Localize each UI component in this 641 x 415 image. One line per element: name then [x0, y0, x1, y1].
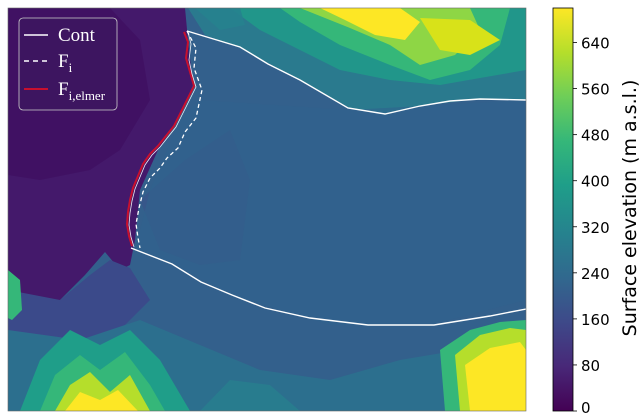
colorbar-tick-label: 80 — [581, 357, 600, 375]
colorbar-tick-label: 560 — [581, 81, 610, 99]
colorbar-gradient — [552, 7, 574, 412]
colorbar-tick-label: 240 — [581, 265, 610, 283]
colorbar-tick-label: 400 — [581, 173, 610, 191]
colorbar-title: Surface elevation (m a.s.l.) — [619, 80, 641, 337]
legend-label-cont: Cont — [58, 25, 96, 46]
legend-label-fi-elmer: Fi,elmer — [58, 79, 106, 103]
colorbar: 640 560 480 400 320 240 160 80 0 Surface elevati… — [552, 7, 641, 415]
colorbar-tick-label: 320 — [581, 219, 610, 237]
front-fi-line — [135, 30, 203, 249]
colorbar-tick-label: 160 — [581, 311, 610, 329]
map-frame — [7, 7, 527, 412]
colorbar-tick-label: 480 — [581, 127, 610, 145]
glacier-contour-line-south — [130, 247, 526, 326]
colorbar-tick-label: 0 — [581, 399, 591, 415]
front-fi-elmer-edge — [128, 31, 197, 248]
legend: Cont Fi Fi,elmer — [18, 17, 118, 111]
colorbar-ticks: 640 560 480 400 320 240 160 80 0 — [573, 35, 610, 415]
colorbar-tick-label: 640 — [581, 35, 610, 53]
front-fi-elmer-line — [125, 31, 196, 247]
glacier-contour-line — [186, 30, 526, 115]
legend-label-fi: Fi — [58, 51, 73, 75]
